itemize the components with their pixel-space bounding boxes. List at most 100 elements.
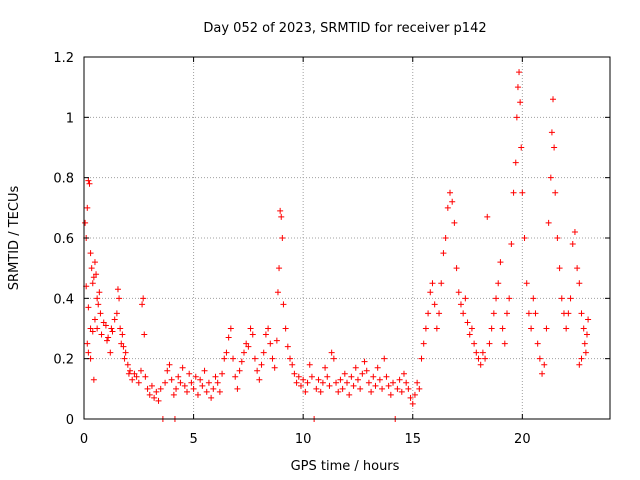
data-point [140,295,147,302]
data-point [184,388,191,395]
data-point [580,325,587,332]
data-point [87,250,94,257]
data-point [576,280,583,287]
data-point [359,370,366,377]
data-point [383,373,390,380]
data-point [122,349,129,356]
data-point [317,388,324,395]
data-point [436,310,443,317]
data-point [394,385,401,392]
data-point [287,355,294,362]
data-point [352,364,359,371]
data-point [532,310,539,317]
data-point [170,391,177,398]
data-point [512,159,519,166]
y-tick-label: 0.2 [53,353,74,368]
data-point [104,337,111,344]
data-point [279,235,286,241]
data-point [335,388,342,395]
data-point [247,325,254,332]
data-point [482,355,489,362]
data-point [319,379,326,386]
data-point [277,207,284,214]
data-point [521,235,528,241]
data-point [513,114,520,121]
data-point [225,334,232,341]
data-point [251,355,258,362]
data-point [330,355,337,362]
data-point [100,319,107,326]
data-point [514,84,521,91]
data-point [578,310,585,317]
data-point [205,379,212,386]
data-point [129,376,136,383]
data-point [517,99,524,106]
data-point [405,385,412,392]
data-point [157,385,164,392]
data-point [554,235,561,241]
y-tick-label: 1.2 [53,51,74,66]
data-point [582,349,589,356]
data-point [113,310,120,317]
data-point [525,310,532,317]
y-tick-label: 0.6 [53,232,74,247]
data-point [238,358,245,365]
data-point [416,385,423,392]
data-point [192,373,199,380]
data-point [245,343,252,350]
data-point [127,367,134,374]
data-point [214,379,221,386]
data-point [414,379,421,386]
data-point [387,391,394,398]
data-point [135,379,142,386]
y-tick-label: 0.8 [53,172,74,187]
data-point [545,219,552,226]
data-point [308,373,315,380]
data-point [304,379,311,386]
data-point [516,69,523,76]
data-point [440,250,447,257]
data-point [539,370,546,377]
data-point [519,189,526,196]
data-point [462,295,469,302]
data-point [528,325,535,332]
data-point [484,213,491,220]
data-point [341,370,348,377]
data-point [475,355,482,362]
data-point [284,343,291,350]
data-point [326,382,333,389]
x-tick-label: 10 [295,432,312,447]
data-point [197,376,204,383]
data-point [339,385,346,392]
y-tick-label: 0.4 [53,292,74,307]
data-point [523,280,530,287]
data-point [142,373,149,380]
data-point [95,301,102,308]
data-point [479,349,486,356]
data-point [254,367,261,374]
data-point [276,265,283,272]
data-point [464,319,471,326]
data-point [223,349,230,356]
data-point [84,204,91,211]
data-point [451,219,458,226]
data-point [315,376,322,383]
data-point [153,388,160,395]
data-point [379,385,386,392]
data-point [227,325,234,332]
data-point [273,337,280,344]
data-point [282,325,289,332]
data-point [357,385,364,392]
data-point [571,228,578,235]
y-axis-label: SRMTID / TECUs [7,186,22,291]
data-point [433,325,440,332]
data-point [278,213,285,220]
data-point [121,355,128,362]
data-point [541,361,548,368]
data-point [216,388,223,395]
data-point [219,370,226,377]
data-point [420,340,427,347]
data-point [510,189,517,196]
data-point [556,265,563,272]
data-point [186,370,193,377]
